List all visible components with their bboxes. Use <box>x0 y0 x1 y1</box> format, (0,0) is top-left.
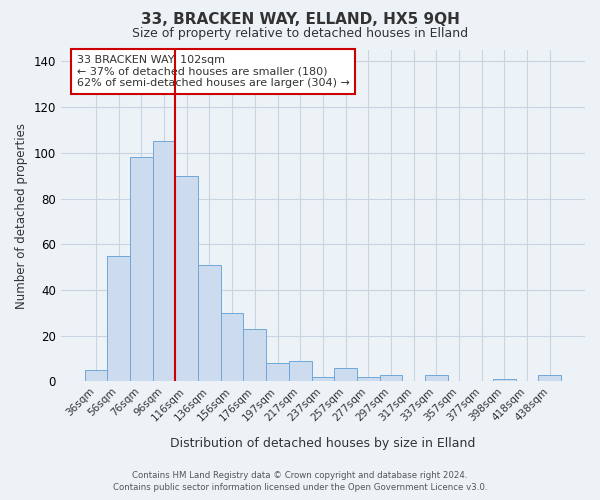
Text: Size of property relative to detached houses in Elland: Size of property relative to detached ho… <box>132 28 468 40</box>
Bar <box>152 142 175 382</box>
Bar <box>425 374 448 382</box>
Bar <box>107 256 130 382</box>
Bar <box>85 370 107 382</box>
Text: Contains HM Land Registry data © Crown copyright and database right 2024.
Contai: Contains HM Land Registry data © Crown c… <box>113 471 487 492</box>
Bar <box>311 377 334 382</box>
Bar <box>221 313 244 382</box>
Bar <box>289 361 311 382</box>
Bar <box>380 374 403 382</box>
Bar <box>175 176 198 382</box>
Bar <box>493 379 516 382</box>
Text: 33 BRACKEN WAY: 102sqm
← 37% of detached houses are smaller (180)
62% of semi-de: 33 BRACKEN WAY: 102sqm ← 37% of detached… <box>77 55 349 88</box>
Y-axis label: Number of detached properties: Number of detached properties <box>15 122 28 308</box>
Bar <box>266 363 289 382</box>
Bar <box>130 158 152 382</box>
Text: 33, BRACKEN WAY, ELLAND, HX5 9QH: 33, BRACKEN WAY, ELLAND, HX5 9QH <box>140 12 460 28</box>
Bar <box>198 265 221 382</box>
X-axis label: Distribution of detached houses by size in Elland: Distribution of detached houses by size … <box>170 437 476 450</box>
Bar <box>334 368 357 382</box>
Bar <box>357 377 380 382</box>
Bar <box>244 329 266 382</box>
Bar <box>538 374 561 382</box>
